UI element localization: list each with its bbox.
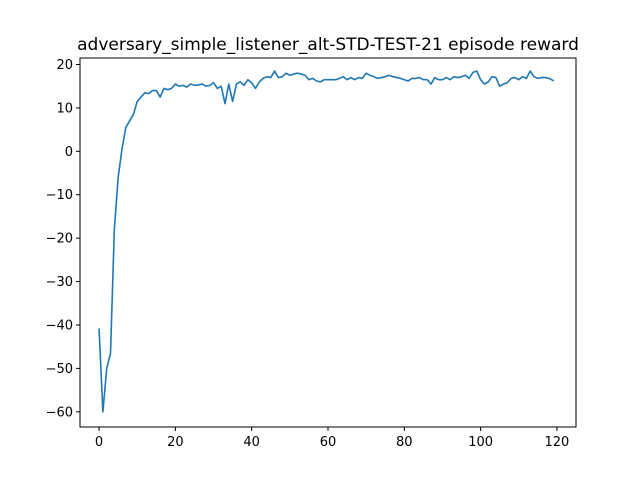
y-tick-label: −60 [46,405,73,420]
y-tick-label: 0 [65,145,73,160]
y-tick-label: 10 [56,101,73,116]
x-tick-label: 80 [396,435,413,450]
series-line [98,70,555,413]
y-tick-label: −20 [46,232,73,247]
y-tick-label: −10 [46,188,73,203]
x-tick-label: 20 [167,435,184,450]
axes-frame [79,57,577,428]
x-tick-label: 40 [243,435,260,450]
y-tick-label: −50 [46,362,73,377]
x-tick-label: 60 [320,435,337,450]
chart-title: adversary_simple_listener_alt-STD-TEST-2… [77,35,579,55]
y-tick-label: −40 [46,318,73,333]
x-tick-label: 0 [95,435,103,450]
y-tick-label: 20 [56,58,73,73]
y-tick-label: −30 [46,275,73,290]
plot-area: 0 20 40 60 80 100 120 −60 −50 −40 −30 −20 −10 0 10 20 [46,58,570,450]
x-tick-label: 120 [545,435,570,450]
x-tick-label: 100 [468,435,493,450]
